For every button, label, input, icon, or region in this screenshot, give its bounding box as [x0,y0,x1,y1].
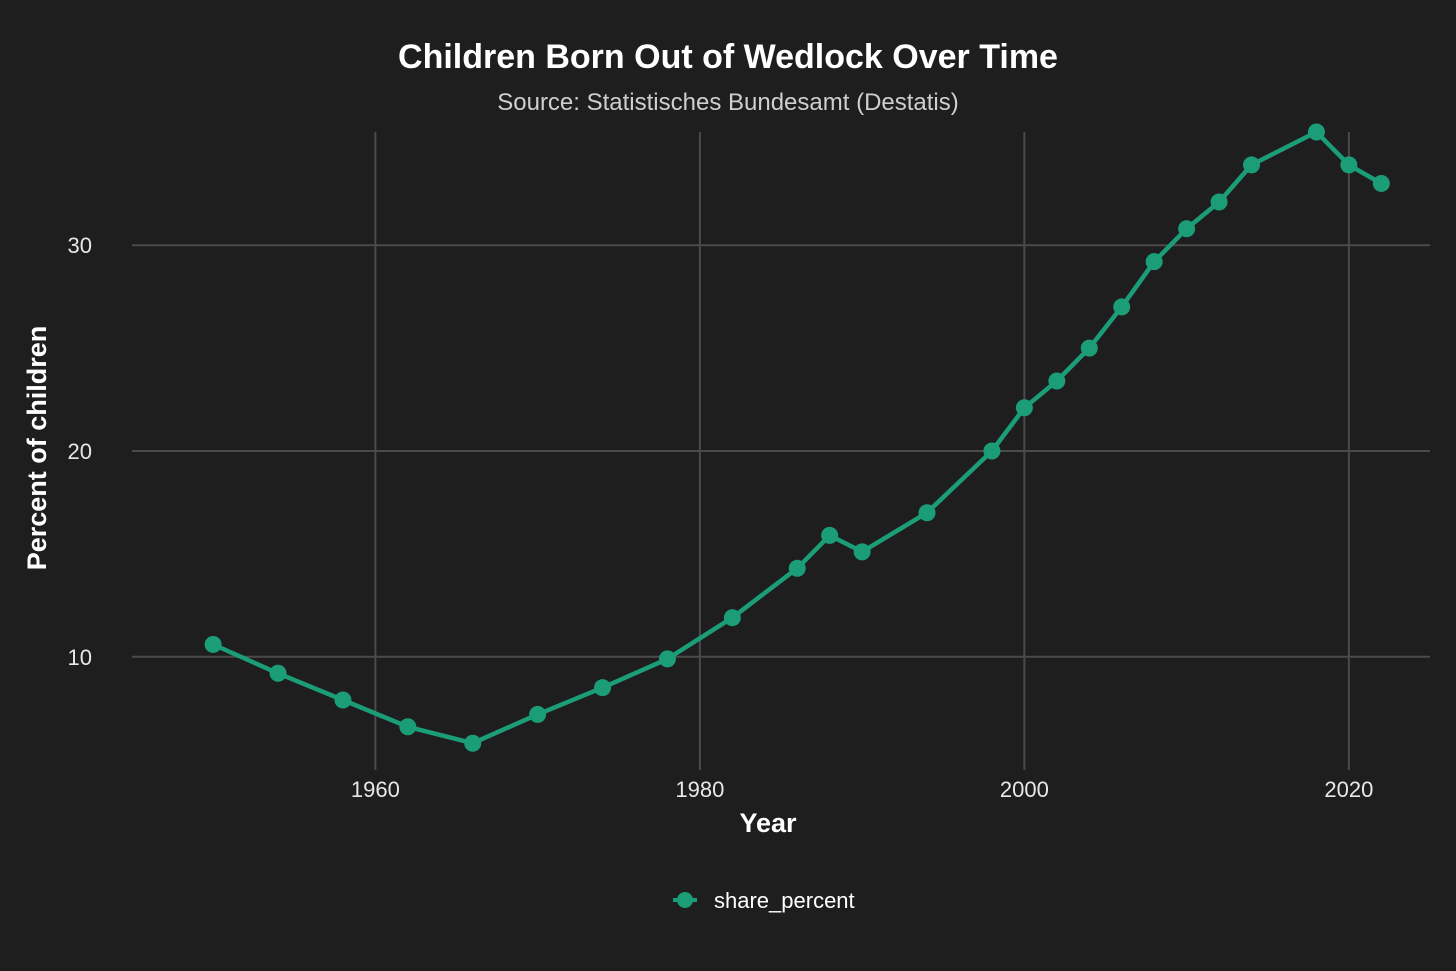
data-point [1243,156,1261,174]
data-point [334,691,352,709]
data-point [723,609,741,627]
x-tick-label: 1980 [675,777,724,802]
data-point [788,559,806,577]
series-layer [204,123,1390,752]
x-tick-label: 2020 [1324,777,1373,802]
data-point [1015,399,1033,417]
data-point [1113,298,1131,316]
data-point [594,679,612,697]
y-tick-labels: 10 20 30 [68,233,92,670]
data-point [658,650,676,668]
legend-key-point [677,892,693,908]
data-point [1307,123,1325,141]
data-point [269,664,287,682]
data-point [821,526,839,544]
x-tick-label: 1960 [351,777,400,802]
data-point [1048,372,1066,390]
data-point [853,543,871,561]
data-point [1210,193,1228,211]
legend-label: share_percent [714,888,855,913]
data-point [204,635,222,653]
data-point [464,734,482,752]
data-point [1080,339,1098,357]
data-point [1178,220,1196,238]
chart-subtitle: Source: Statistisches Bundesamt (Destati… [497,89,959,116]
data-point [529,705,547,723]
chart-title: Children Born Out of Wedlock Over Time [398,38,1058,76]
data-point [983,442,1001,460]
data-point [918,504,936,522]
data-point [1372,174,1390,192]
legend: share_percent [673,888,855,913]
data-point [1145,253,1163,271]
y-axis-title: Percent of children [22,326,52,571]
x-tick-label: 2000 [1000,777,1049,802]
y-tick-label: 10 [68,645,92,670]
x-axis-title: Year [739,808,797,838]
data-point [1340,156,1358,174]
grid [132,132,1430,770]
data-point [399,718,417,736]
y-tick-label: 30 [68,233,92,258]
x-tick-labels: 1960 1980 2000 2020 [351,777,1373,802]
y-tick-label: 20 [68,439,92,464]
